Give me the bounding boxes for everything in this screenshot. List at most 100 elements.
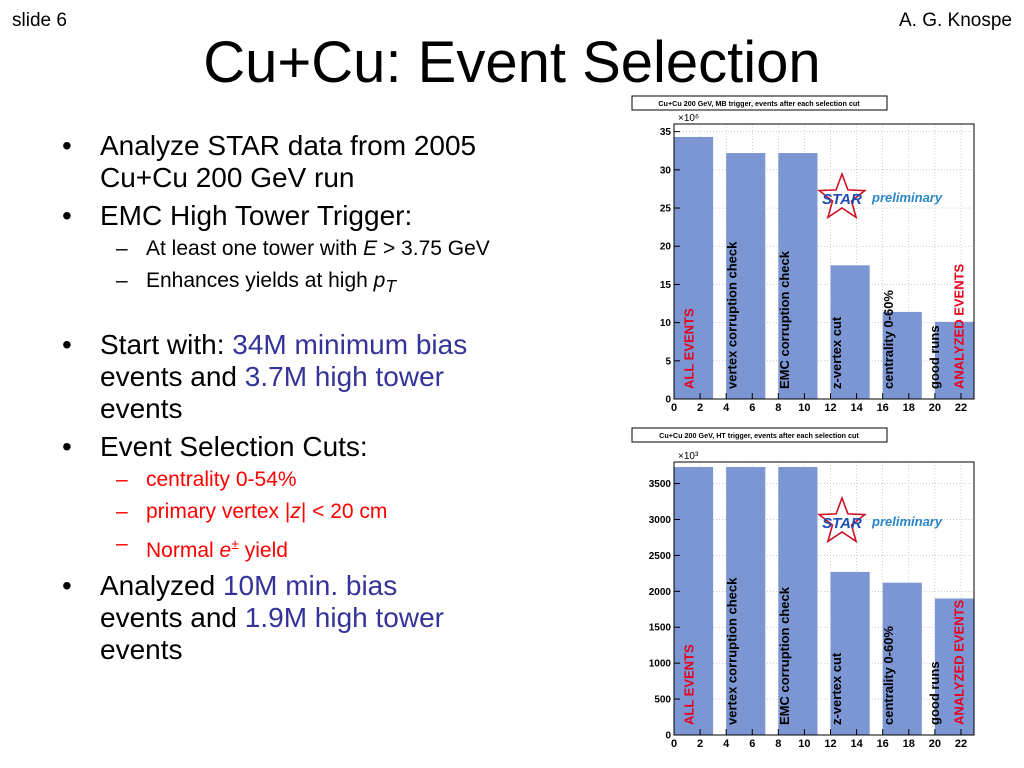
sub-bullet-text: Normal <box>146 539 220 563</box>
sub-bullet-centrality: centrality 0-54% <box>60 467 620 493</box>
star-logo-icon <box>817 171 867 220</box>
x-tick-label: 2 <box>697 402 703 414</box>
chart-bar <box>830 571 870 735</box>
bar-label: ANALYZED EVENTS <box>952 599 967 725</box>
bullet-trigger: EMC High Tower Trigger: <box>60 200 620 232</box>
x-tick-label: 20 <box>929 738 941 750</box>
chart-title: Cu+Cu 200 GeV, MB trigger, events after … <box>658 99 860 108</box>
slide-title: Cu+Cu: Event Selection <box>203 30 821 95</box>
y-tick-label: 1500 <box>649 623 672 634</box>
x-tick-label: 14 <box>850 738 863 750</box>
chart-bar <box>934 321 974 399</box>
sub-bullet-vertex: primary vertex |z| < 20 cm <box>60 499 620 525</box>
bullet-text: events <box>100 393 183 425</box>
bullet-cuts: Event Selection Cuts: <box>60 431 620 463</box>
bar-label: ANALYZED EVENTS <box>952 263 967 389</box>
variable-p: p <box>373 269 386 292</box>
y-tick-label: 2000 <box>649 587 672 598</box>
chart-title-box <box>631 427 888 443</box>
x-tick-label: 4 <box>723 402 730 414</box>
chart-bar <box>882 311 922 399</box>
bullet-analyze-data: Analyze STAR data from 2005 Cu+Cu 200 Ge… <box>60 130 620 194</box>
y-tick-label: 10 <box>660 318 672 329</box>
x-tick-label: 6 <box>749 402 755 414</box>
y-tick-label: 5 <box>665 356 671 367</box>
star-watermark-text: STAR <box>822 191 862 208</box>
preliminary-watermark-text: preliminary <box>871 514 943 529</box>
x-tick-label: 16 <box>877 738 889 750</box>
y-exponent-label: ×10³ <box>678 451 699 462</box>
y-tick-label: 3000 <box>649 515 672 526</box>
bullet-text: Analyze STAR data from 2005 <box>100 130 477 161</box>
x-tick-label: 12 <box>824 402 836 414</box>
bullet-text: events and <box>100 602 245 634</box>
x-tick-label: 10 <box>798 738 810 750</box>
variable-e: E <box>363 237 378 260</box>
chart-bar <box>674 467 714 735</box>
sub-bullet-text: > 3.75 GeV <box>377 237 490 260</box>
chart-title-box <box>631 95 888 111</box>
bullet-text: events <box>100 634 183 666</box>
bar-label: centrality 0-60% <box>881 290 896 389</box>
y-tick-label: 500 <box>654 695 671 706</box>
chart-bar <box>882 582 922 735</box>
x-tick-label: 8 <box>775 738 781 750</box>
y-tick-label: 1000 <box>649 659 672 670</box>
bullet-text: Event Selection Cuts: <box>100 431 368 463</box>
chart-bar <box>934 598 974 735</box>
sub-bullet-text: yield <box>238 539 288 563</box>
x-tick-label: 14 <box>850 402 863 414</box>
bar-label: good runs <box>927 661 942 725</box>
x-tick-label: 22 <box>955 402 967 414</box>
subscript-t: T <box>385 276 397 297</box>
x-tick-label: 18 <box>903 402 915 414</box>
plot-frame <box>673 123 975 400</box>
chart-bar <box>778 153 818 399</box>
sub-bullet-text: centrality 0-54% <box>146 468 297 492</box>
emphasis-mb-count: 34M minimum bias <box>232 329 468 361</box>
bar-label: z-vertex cut <box>829 652 844 725</box>
bar-label: vertex corruption check <box>725 241 740 389</box>
x-tick-label: 2 <box>697 738 703 750</box>
variable-e: e <box>219 539 232 563</box>
mb-trigger-chart: Cu+Cu 200 GeV, MB trigger, events after … <box>631 95 975 414</box>
star-watermark-text: STAR <box>822 515 862 532</box>
y-tick-label: 0 <box>665 395 671 406</box>
variable-z: z <box>290 500 301 524</box>
chart-bar <box>726 467 766 735</box>
x-tick-label: 6 <box>749 738 755 750</box>
bullet-text: events and <box>100 361 245 393</box>
bullet-text: Analyzed <box>100 570 223 602</box>
chart-bar <box>778 467 818 735</box>
bar-label: centrality 0-60% <box>881 626 896 725</box>
x-tick-label: 0 <box>671 738 677 750</box>
bar-label: ALL EVENTS <box>682 644 697 725</box>
x-tick-label: 16 <box>877 402 889 414</box>
y-tick-label: 3500 <box>649 479 672 490</box>
preliminary-watermark-text: preliminary <box>871 190 943 205</box>
star-logo-icon <box>817 495 867 544</box>
emphasis-ht-count: 3.7M high tower <box>244 361 444 393</box>
bullet-analyzed: Analyzed 10M min. bias events and 1.9M h… <box>60 570 620 666</box>
sub-bullet-tower-threshold: At least one tower with E > 3.75 GeV <box>60 236 620 262</box>
x-tick-label: 20 <box>929 402 941 414</box>
y-tick-label: 2500 <box>649 551 672 562</box>
bar-label: good runs <box>927 325 942 389</box>
x-tick-label: 12 <box>824 738 836 750</box>
x-tick-label: 10 <box>798 402 810 414</box>
y-tick-label: 0 <box>665 731 671 742</box>
y-tick-label: 35 <box>660 127 672 138</box>
x-tick-label: 4 <box>723 738 730 750</box>
chart-bar <box>830 265 870 399</box>
y-tick-label: 15 <box>660 280 672 291</box>
y-tick-label: 20 <box>660 242 672 253</box>
sub-bullet-text: primary vertex | <box>146 500 291 524</box>
sub-bullet-electron-yield: Normal e± yield <box>60 531 620 564</box>
bullet-text: Cu+Cu 200 GeV run <box>100 162 355 193</box>
bullet-start-with: Start with: 34M minimum bias events and … <box>60 329 620 425</box>
y-tick-label: 30 <box>660 165 672 176</box>
author-name: A. G. Knospe <box>898 10 1012 31</box>
plot-frame <box>673 461 975 736</box>
emphasis-mb-analyzed: 10M min. bias <box>222 570 398 602</box>
slide-number: slide 6 <box>12 10 67 31</box>
